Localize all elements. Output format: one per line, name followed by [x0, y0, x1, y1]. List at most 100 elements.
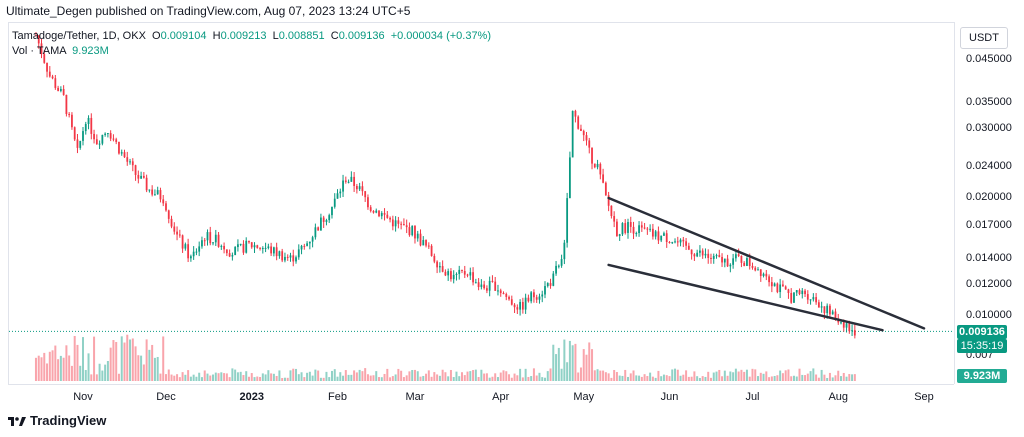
symbol-title[interactable]: Tamadoge/Tether, 1D, OKX: [12, 30, 146, 42]
time-label: Feb: [328, 391, 347, 403]
volume-bar: [344, 370, 347, 381]
volume-bar: [837, 370, 840, 381]
volume-bar: [571, 345, 574, 381]
candle-body: [458, 269, 461, 274]
candle-body: [820, 306, 823, 308]
volume-bar: [209, 375, 212, 381]
price-scale[interactable]: [954, 22, 1024, 384]
candle-body: [513, 304, 516, 308]
candle-body: [806, 294, 809, 300]
volume-bar: [247, 376, 250, 381]
volume-bar: [726, 375, 729, 381]
volume-bar: [275, 375, 278, 381]
volume-bar: [585, 354, 588, 381]
volume-bar: [283, 377, 286, 381]
volume-bar: [441, 369, 444, 381]
candle-body: [355, 186, 358, 190]
candle-body: [635, 233, 638, 235]
volume-bar: [690, 376, 693, 381]
volume-bar: [737, 371, 740, 381]
candle-body: [178, 234, 181, 236]
volume-label[interactable]: Vol · TAMA: [12, 45, 67, 57]
candle-body: [253, 245, 256, 248]
volume-bar: [449, 369, 452, 381]
volume-bar: [651, 376, 654, 381]
trendline-upper: [607, 196, 926, 330]
candle-body: [574, 110, 577, 117]
candle-body: [651, 228, 654, 237]
chart-pane[interactable]: [8, 22, 954, 384]
volume-bar: [519, 368, 522, 381]
volume-bar: [687, 376, 690, 381]
candle-body: [499, 290, 502, 294]
volume-bar: [776, 375, 779, 381]
candle-body: [228, 253, 231, 257]
candle-body: [602, 174, 604, 183]
volume-bar: [380, 377, 383, 381]
volume-bar: [339, 372, 342, 381]
candle-body: [721, 256, 723, 263]
candle-body: [267, 246, 270, 248]
volume-bar: [151, 344, 154, 381]
volume-bar: [759, 372, 762, 381]
candle-body: [120, 152, 123, 154]
candle-body: [151, 189, 154, 195]
candle-body: [580, 128, 582, 131]
candle-body: [272, 247, 275, 254]
candle-body: [555, 265, 557, 274]
volume-bar: [665, 375, 668, 381]
currency-button[interactable]: USDT: [960, 27, 1008, 49]
candle-body: [416, 233, 419, 239]
candle-body: [798, 290, 801, 295]
candle-body: [560, 259, 563, 266]
price-label: 0.017000: [966, 218, 1012, 231]
candle-body: [134, 165, 137, 175]
time-scale[interactable]: [8, 384, 954, 406]
candle-body: [48, 71, 51, 77]
candle-body: [214, 234, 217, 243]
candle-body: [549, 283, 552, 286]
candle-body: [607, 195, 610, 206]
volume-bar: [231, 368, 234, 381]
volume-bar: [599, 370, 602, 381]
tradingview-logo[interactable]: TradingView: [8, 413, 106, 428]
volume-bar: [538, 372, 541, 381]
volume-bar: [461, 372, 464, 381]
volume-bar: [70, 365, 73, 381]
candle-body: [571, 110, 574, 158]
candle-body: [198, 246, 201, 252]
candle-body: [469, 272, 472, 276]
volume-bar: [400, 370, 403, 381]
candle-body: [823, 306, 826, 314]
candle-body: [308, 241, 311, 244]
volume-bar: [325, 371, 328, 381]
volume-bar: [505, 371, 508, 381]
low-label: L: [272, 30, 279, 42]
candle-body: [397, 220, 400, 224]
candle-body: [831, 311, 834, 315]
candle-body: [386, 214, 389, 218]
volume-bar: [34, 357, 37, 381]
open-label: O: [152, 30, 161, 42]
candle-body: [414, 225, 416, 239]
volume-bar: [394, 374, 397, 381]
price-label: 0.045000: [966, 53, 1012, 65]
candle-body: [516, 307, 519, 310]
low-value: 0.008851: [278, 30, 325, 42]
candle-body: [372, 210, 375, 213]
candle-body: [715, 255, 718, 257]
volume-bar: [306, 372, 309, 381]
volume-bar: [679, 375, 682, 381]
candle-body: [68, 114, 71, 116]
volume-bar: [405, 375, 408, 381]
candle-body: [826, 305, 829, 314]
candle-body: [596, 163, 599, 168]
volume-bar: [563, 339, 566, 381]
candle-body: [776, 283, 779, 293]
price-label: 0.010000: [966, 309, 1012, 321]
volume-bar: [524, 368, 527, 381]
candle-body: [743, 262, 746, 266]
candle-body: [646, 228, 649, 230]
candle-body: [57, 87, 60, 91]
